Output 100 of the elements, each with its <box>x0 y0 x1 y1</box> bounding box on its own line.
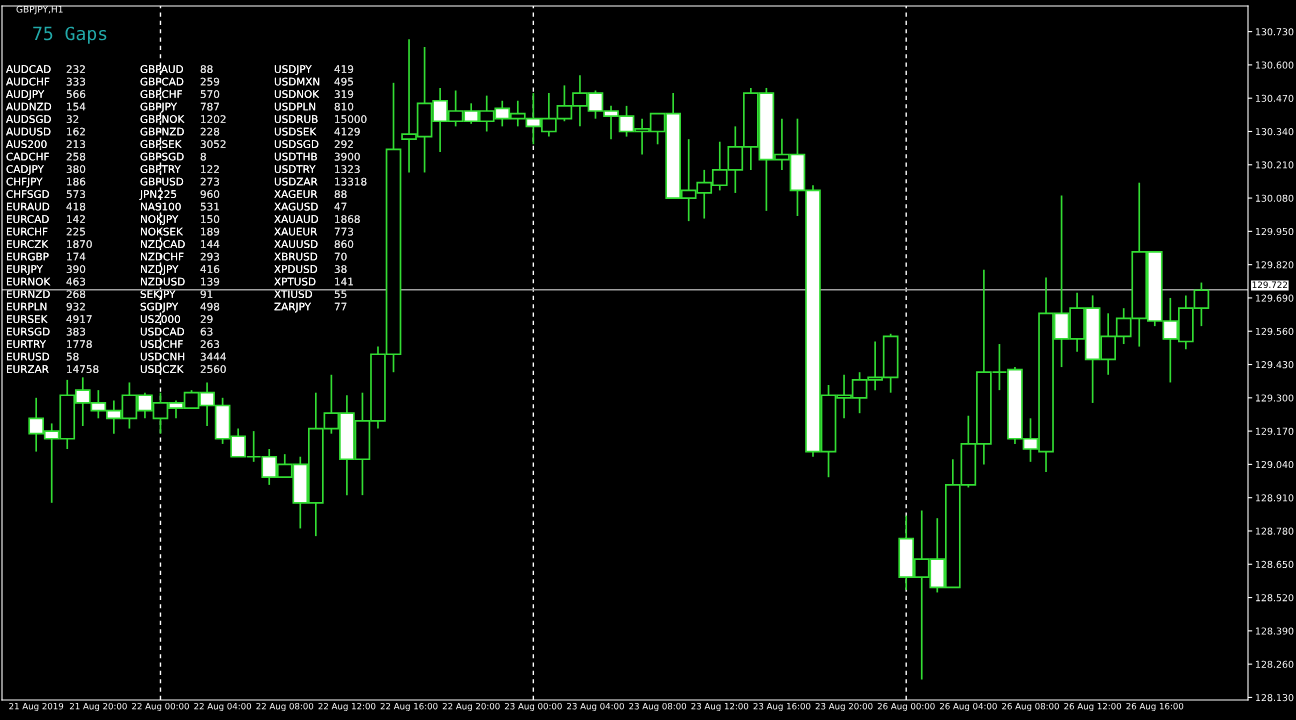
text: USDCNH 3444 <box>140 352 226 361</box>
text: USDSGD 292 <box>274 140 353 149</box>
y-tick-label: 128.390 <box>1255 627 1294 635</box>
x-tick-label: 23 Aug 04:00 <box>567 702 624 712</box>
text: NAS100 531 <box>141 202 219 211</box>
text: XTIUSD 55 <box>274 290 347 299</box>
text: EURSEK 4917 <box>7 315 92 324</box>
text: NZDCAD 144 <box>141 240 220 249</box>
text: NZDCHF 293 <box>141 252 220 261</box>
text: XAGEUR 88 <box>274 190 347 199</box>
x-tick-label: 23 Aug 12:00 <box>691 702 749 712</box>
text: XAUAUD 1868 <box>274 215 360 224</box>
text: USDTRY 1323 <box>274 165 360 174</box>
text: AUS200 213 <box>6 140 86 149</box>
text: AUDSGD 32 <box>6 115 79 124</box>
y-tick-label: 128.130 <box>1255 694 1294 702</box>
y-tick-label: 129.170 <box>1255 427 1294 435</box>
y-tick-label: 130.730 <box>1255 28 1294 36</box>
text: GBPJPY 787 <box>140 102 219 113</box>
x-tick-label: 23 Aug 08:00 <box>629 702 687 712</box>
text: US2000 29 <box>140 315 213 324</box>
y-tick-label: 129.950 <box>1255 227 1294 236</box>
text: USDRUB 15000 <box>274 115 367 124</box>
text: XPTUSD 141 <box>274 277 353 286</box>
text: GBPNOK 1202 <box>140 115 226 124</box>
text: XAUEUR 773 <box>274 227 354 236</box>
x-tick-label: 26 Aug 04:00 <box>939 702 997 712</box>
y-tick-label: 128.910 <box>1255 494 1294 502</box>
text: EURSGD 383 <box>7 327 86 336</box>
text: AUDUSD 162 <box>6 127 85 136</box>
x-tick-label: 23 Aug 20:00 <box>815 702 873 712</box>
text: EURCHF 225 <box>7 227 85 236</box>
x-tick-label: 22 Aug 16:00 <box>380 702 438 712</box>
text: USDJPY 419 <box>274 65 354 75</box>
x-tick-label: 22 Aug 00:00 <box>132 702 189 712</box>
y-tick-label: 130.080 <box>1255 194 1294 202</box>
text: XPDUSD 38 <box>274 265 347 274</box>
y-tick-label: 129.040 <box>1255 460 1294 469</box>
y-tick-label: 128.650 <box>1255 560 1294 568</box>
text: NZDUSD 139 <box>141 277 220 286</box>
y-tick-label: 130.470 <box>1255 94 1294 102</box>
text: EURCAD 142 <box>7 215 85 224</box>
text: GBPUSD 273 <box>140 177 220 186</box>
x-tick-label: 21 Aug 2019 <box>9 702 64 712</box>
text: EURNOK 463 <box>7 277 86 286</box>
text: USDNOK 319 <box>274 90 354 99</box>
text: USDCHF 263 <box>140 340 220 349</box>
text: SEKJPY 91 <box>140 290 213 300</box>
text: XAGUSD 47 <box>274 202 347 211</box>
y-tick-label: 128.260 <box>1255 660 1294 668</box>
text: GBPNZD 228 <box>140 127 220 136</box>
x-tick-label: 22 Aug 20:00 <box>442 702 500 712</box>
text: CADCHF 258 <box>6 152 86 161</box>
x-tick-label: 26 Aug 12:00 <box>1064 702 1122 712</box>
text: AUDCAD 232 <box>6 65 85 74</box>
text: GBPTRY 122 <box>140 165 219 174</box>
y-tick-label: 130.600 <box>1255 61 1294 69</box>
text: USDZAR 13318 <box>274 177 367 186</box>
y-tick-label: 129.430 <box>1255 361 1294 369</box>
text: AUDCHF 333 <box>6 77 86 86</box>
text: AUDNZD 154 <box>6 102 86 111</box>
text: GBPCAD 259 <box>140 77 220 86</box>
text: GBPSEK 3052 <box>140 140 226 149</box>
text: USDPLN 810 <box>274 102 354 111</box>
x-tick-label: 21 Aug 20:00 <box>69 702 127 712</box>
ref-line-label: 129.722 <box>1252 281 1288 289</box>
annotation: 75 Gaps <box>33 26 107 44</box>
x-tick-label: 23 Aug 16:00 <box>753 702 811 712</box>
text: EURCZK 1870 <box>7 240 92 249</box>
text: GBPAUD 88 <box>140 65 213 74</box>
text: USDCZK 2560 <box>140 365 226 374</box>
text: EURNZD 268 <box>7 290 86 299</box>
text: GBPSGD 8 <box>140 152 206 161</box>
text: AUDJPY 566 <box>6 90 86 100</box>
text: USDSEK 4129 <box>274 127 360 136</box>
y-tick-label: 129.820 <box>1255 261 1294 269</box>
y-tick-label: 128.520 <box>1255 594 1294 602</box>
text: EURJPY 390 <box>7 265 86 275</box>
x-tick-label: 26 Aug 16:00 <box>1126 702 1184 712</box>
y-tick-label: 130.340 <box>1255 128 1294 136</box>
y-tick-label: 129.560 <box>1255 327 1294 335</box>
text: NZDJPY 416 <box>141 265 220 275</box>
text: SGDJPY 498 <box>140 302 220 313</box>
text: USDTHB 3900 <box>274 152 360 161</box>
y-tick-label: 130.210 <box>1255 161 1294 169</box>
text: EURUSD 58 <box>7 352 79 361</box>
text: USDMXN 495 <box>274 77 353 86</box>
y-tick-label: 128.780 <box>1255 527 1294 535</box>
y-tick-label: 129.690 <box>1255 294 1294 302</box>
text: EURGBP 174 <box>7 252 86 261</box>
text: USDCAD 63 <box>140 327 213 336</box>
x-tick-label: 22 Aug 12:00 <box>318 702 376 712</box>
x-tick-label: 26 Aug 08:00 <box>1002 702 1059 712</box>
text: ZARJPY 77 <box>274 302 347 313</box>
text: EURZAR 14758 <box>7 365 99 374</box>
x-tick-label: 22 Aug 08:00 <box>256 702 314 712</box>
text: EURTRY 1778 <box>7 340 92 349</box>
x-tick-label: 23 Aug 00:00 <box>504 702 562 712</box>
text: NOKJPY 150 <box>141 215 220 225</box>
text: JPN225 960 <box>139 190 220 200</box>
